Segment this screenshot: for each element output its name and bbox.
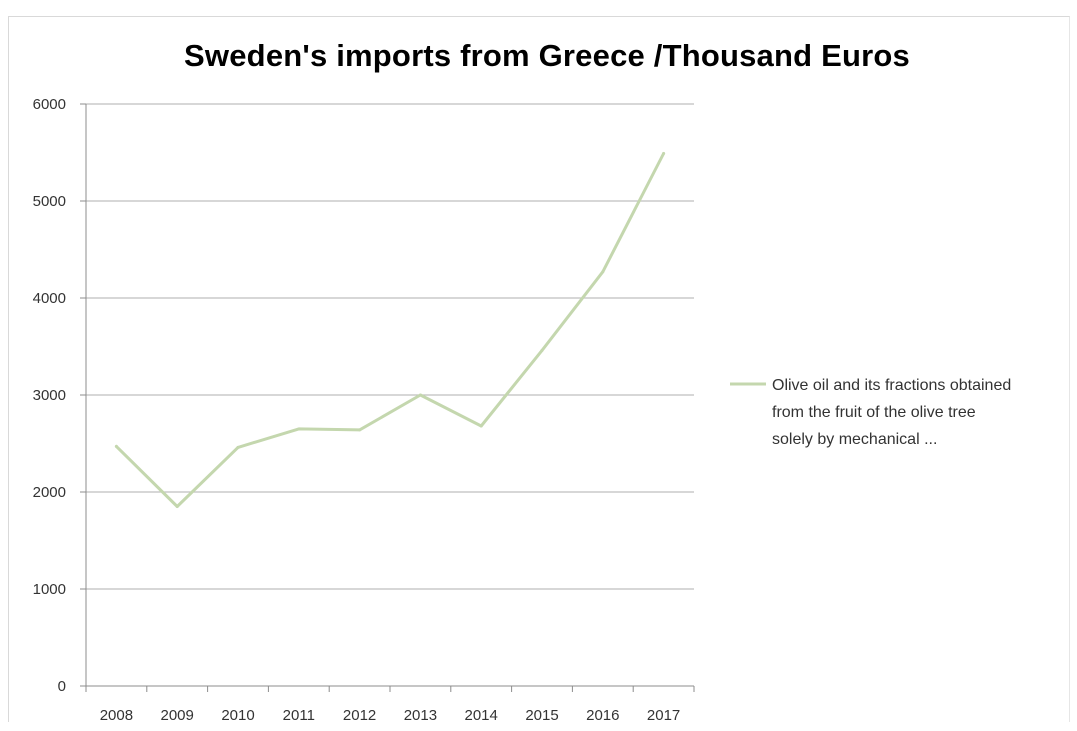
chart-title: Sweden's imports from Greece /Thousand E… [184, 38, 910, 73]
legend-label: Olive oil and its fractions obtained from… [772, 377, 1011, 448]
x-tick-label: 2012 [343, 707, 376, 724]
series-lines [114, 151, 666, 509]
x-tick-label: 2017 [647, 707, 680, 724]
y-tick-label: 5000 [33, 193, 66, 210]
x-tick-label: 2010 [221, 707, 254, 724]
y-tick-labels: 0 1000 2000 3000 4000 5000 6000 [33, 96, 66, 695]
gridlines [86, 103, 694, 590]
x-tick-label: 2011 [283, 707, 315, 724]
x-tick-label: 2015 [525, 707, 558, 724]
x-tick-label: 2016 [586, 707, 619, 724]
x-tick-label: 2014 [465, 707, 498, 724]
data-point-2015 [540, 348, 544, 352]
x-tick-label: 2009 [161, 707, 194, 724]
y-tick-label: 6000 [33, 96, 66, 113]
data-point-2008 [114, 444, 118, 448]
y-tick-label: 2000 [33, 484, 66, 501]
data-point-2016 [601, 270, 605, 274]
data-point-2012 [358, 428, 362, 432]
x-tick-label: 2013 [404, 707, 437, 724]
x-tick-label: 2008 [100, 707, 133, 724]
chart-frame [8, 16, 1070, 722]
data-point-2010 [236, 445, 240, 449]
data-point-2017 [662, 151, 666, 155]
axes [80, 103, 695, 692]
x-tick-labels: 2008 2009 2010 2011 2012 2013 2014 2015 2016 2017 [100, 707, 681, 724]
legend: Olive oil and its fractions obtained from… [730, 377, 1011, 448]
data-point-2011 [297, 427, 301, 431]
y-tick-label: 4000 [33, 290, 66, 307]
y-tick-label: 1000 [33, 581, 66, 598]
series-line [114, 152, 666, 508]
y-tick-label: 0 [58, 678, 66, 695]
data-point-2014 [479, 424, 483, 428]
data-point-2009 [175, 505, 179, 509]
data-point-2013 [418, 393, 422, 397]
y-tick-label: 3000 [33, 387, 66, 404]
